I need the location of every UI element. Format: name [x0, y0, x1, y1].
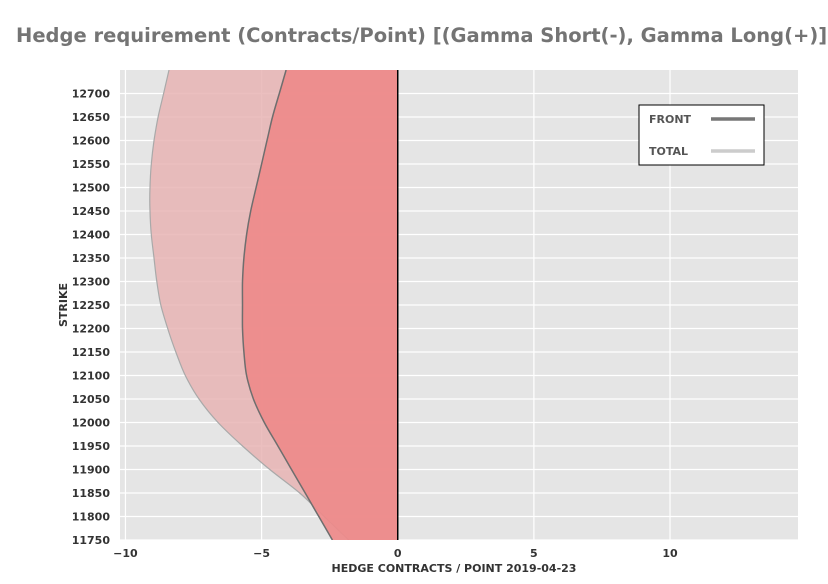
x-tick-label: −10	[113, 547, 138, 560]
x-tick-label: −5	[253, 547, 270, 560]
y-tick-label: 12550	[72, 158, 111, 171]
legend: FRONT TOTAL	[638, 104, 765, 166]
y-tick-label: 12200	[72, 323, 111, 336]
legend-label-total: TOTAL	[649, 145, 688, 158]
y-tick-label: 12600	[72, 135, 111, 148]
y-tick-label: 12100	[72, 370, 111, 383]
x-axis-label: HEDGE CONTRACTS / POINT 2019-04-23	[332, 562, 577, 575]
y-tick-label: 12300	[72, 276, 111, 289]
legend-label-front: FRONT	[649, 113, 692, 126]
y-tick-label: 11750	[72, 534, 111, 547]
area-fill-front	[242, 70, 398, 540]
y-tick-label: 11850	[72, 487, 111, 500]
y-tick-label: 12450	[72, 205, 111, 218]
y-tick-label: 11800	[72, 511, 111, 524]
x-axis-ticks: −10 −5 0 5 10	[113, 547, 678, 560]
area-layer	[149, 70, 398, 540]
series-line-front	[241, 70, 334, 540]
y-tick-label: 12350	[72, 252, 111, 265]
x-tick-label: 0	[394, 547, 402, 560]
y-tick-label: 12400	[72, 229, 111, 242]
y-tick-label: 12000	[72, 417, 111, 430]
legend-box	[638, 104, 765, 166]
y-tick-label: 12050	[72, 393, 111, 406]
x-tick-label: 10	[662, 547, 678, 560]
y-tick-label: 12500	[72, 182, 111, 195]
y-axis-ticks: 11750 11800 11850 11900 11950 12000 12050 12100…	[72, 88, 111, 548]
y-tick-label: 12650	[72, 111, 111, 124]
x-tick-label: 5	[530, 547, 538, 560]
y-axis-label: STRIKE	[57, 283, 70, 327]
chart-title: Hedge requirement (Contracts/Point) [(Ga…	[16, 24, 828, 47]
series-line-total	[149, 70, 350, 540]
y-tick-label: 12700	[72, 88, 111, 101]
y-tick-label: 11950	[72, 440, 111, 453]
y-tick-label: 12150	[72, 346, 111, 359]
y-tick-label: 12250	[72, 299, 111, 312]
y-tick-label: 11900	[72, 464, 111, 477]
